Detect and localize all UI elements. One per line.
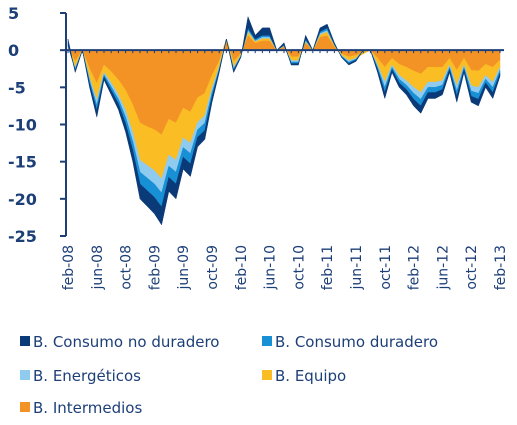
y-tick-label: -20 [8, 190, 37, 209]
x-tick-label: jun-08 [90, 245, 106, 291]
legend-label: B. Equipo [275, 367, 346, 385]
x-tick-label: oct-08 [119, 245, 135, 290]
x-tick-label: jun-11 [349, 245, 365, 291]
x-tick-label: feb-09 [147, 245, 163, 290]
x-tick-label: oct-10 [291, 245, 307, 290]
area [67, 15, 501, 226]
y-tick-label: 0 [8, 41, 19, 60]
y-tick-label: -5 [8, 78, 26, 97]
x-tick-label: jun-12 [435, 245, 451, 291]
x-tick-label: feb-12 [407, 245, 423, 290]
x-tick-label: oct-11 [378, 245, 394, 290]
legend-swatch [20, 370, 30, 380]
legend-label: B. Energéticos [33, 367, 141, 385]
legend-label: B. Consumo duradero [275, 333, 438, 351]
x-tick-label: jun-09 [176, 245, 192, 291]
legend-label: B. Intermedios [33, 399, 142, 417]
x-tick-label: oct-09 [205, 245, 221, 290]
y-tick-label: 5 [8, 4, 19, 23]
x-tick-label: feb-10 [234, 245, 250, 290]
x-tick-label: feb-08 [61, 245, 77, 290]
x-tick-label: oct-12 [464, 245, 480, 290]
y-tick-label: -10 [8, 116, 37, 135]
x-tick-label: feb-13 [493, 245, 509, 290]
y-tick-label: -25 [8, 227, 37, 246]
legend-swatch [262, 336, 272, 346]
y-tick-label: -15 [8, 153, 37, 172]
legend-swatch [262, 370, 272, 380]
legend-label: B. Consumo no duradero [33, 333, 219, 351]
legend-swatch [20, 336, 30, 346]
legend-swatch [20, 402, 30, 412]
x-tick-label: feb-11 [320, 245, 336, 290]
x-tick-label: jun-10 [263, 245, 279, 291]
